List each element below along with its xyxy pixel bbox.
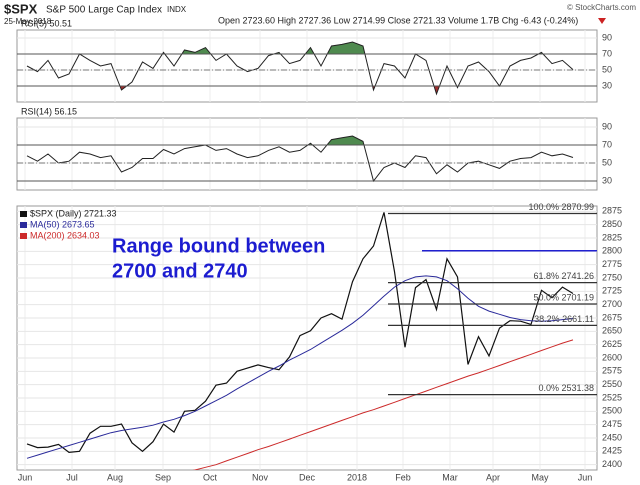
annotation: Range bound between: [112, 235, 325, 257]
y-tick-label: 2575: [602, 366, 622, 376]
y-tick-label: 2875: [602, 206, 622, 216]
quote: Open 2723.60 High 2727.36 Low 2714.99 Cl…: [218, 15, 578, 25]
plot: [26, 135, 574, 183]
legend-label: $SPX (Daily) 2721.33: [30, 208, 117, 218]
x-tick-label: Jul: [66, 472, 78, 482]
annotation: 2700 and 2740: [112, 260, 248, 282]
x-tick-label: Mar: [442, 472, 458, 482]
y-tick-label: 70: [602, 139, 612, 149]
down-arrow: [598, 18, 606, 24]
rsi-line: [26, 135, 574, 183]
x-tick-label: Sep: [155, 472, 171, 482]
y-tick-label: 2450: [602, 432, 622, 442]
x-tick-label: Jun: [578, 472, 593, 482]
y-tick-label: 2550: [602, 379, 622, 389]
x-tick-label: Aug: [107, 472, 123, 482]
ma-line: [26, 275, 574, 459]
y-tick-label: 2650: [602, 326, 622, 336]
plot: [26, 212, 574, 470]
panel-label: RSI(5) 50.51: [21, 18, 72, 28]
y-tick-label: 2750: [602, 272, 622, 282]
y-tick-label: 30: [602, 175, 612, 185]
index-name: S&P 500 Large Cap Index: [46, 5, 162, 16]
y-tick-label: 2800: [602, 246, 622, 256]
x-tick-label: Apr: [486, 472, 500, 482]
y-tick-label: 70: [602, 48, 612, 58]
fib-label: 0.0% 2531.38: [538, 383, 594, 393]
x-tick-label: Nov: [252, 472, 269, 482]
legend-swatch: [20, 233, 27, 239]
rsi-line: [26, 41, 574, 96]
y-tick-label: 2400: [602, 459, 622, 469]
fib-label: 61.8% 2741.26: [533, 271, 594, 281]
y-tick-label: 90: [602, 121, 612, 131]
exchange: INDX: [167, 5, 187, 14]
plot: [26, 41, 574, 96]
y-tick-label: 2700: [602, 299, 622, 309]
x-tick-label: Feb: [395, 472, 411, 482]
x-tick-label: Jun: [18, 472, 33, 482]
panel-label: RSI(14) 56.15: [21, 106, 77, 116]
y-tick-label: 2775: [602, 259, 622, 269]
legend-label: MA(200) 2634.03: [30, 230, 100, 240]
y-tick-label: 30: [602, 80, 612, 90]
y-tick-label: 2600: [602, 352, 622, 362]
y-tick-label: 90: [602, 32, 612, 42]
y-tick-label: 2500: [602, 406, 622, 416]
y-tick-label: 50: [602, 64, 612, 74]
y-tick-label: 2425: [602, 446, 622, 456]
credit: © StockCharts.com: [567, 3, 636, 12]
fib-label: 38.2% 2661.11: [534, 314, 594, 324]
fib-label: 50.0% 2701.19: [533, 292, 594, 302]
oversold-fill: [27, 86, 573, 94]
legend-label: MA(50) 2673.65: [30, 219, 95, 229]
fib-label: 100.0% 2870.99: [528, 202, 594, 212]
x-tick-label: 2018: [347, 472, 367, 482]
y-tick-label: 50: [602, 157, 612, 167]
x-tick-label: May: [531, 472, 549, 482]
x-tick-label: Dec: [299, 472, 316, 482]
symbol: $SPX: [4, 1, 38, 16]
price-line: [26, 212, 574, 454]
y-tick-label: 2675: [602, 312, 622, 322]
y-tick-label: 2825: [602, 232, 622, 242]
legend-swatch: [20, 222, 27, 228]
x-tick-label: Oct: [203, 472, 218, 482]
y-tick-label: 2850: [602, 219, 622, 229]
legend-swatch: [20, 211, 27, 217]
y-tick-label: 2625: [602, 339, 622, 349]
y-tick-label: 2525: [602, 392, 622, 402]
date: 25-May-2018: [4, 17, 52, 26]
ma-line: [192, 339, 574, 470]
y-tick-label: 2475: [602, 419, 622, 429]
y-tick-label: 2725: [602, 286, 622, 296]
